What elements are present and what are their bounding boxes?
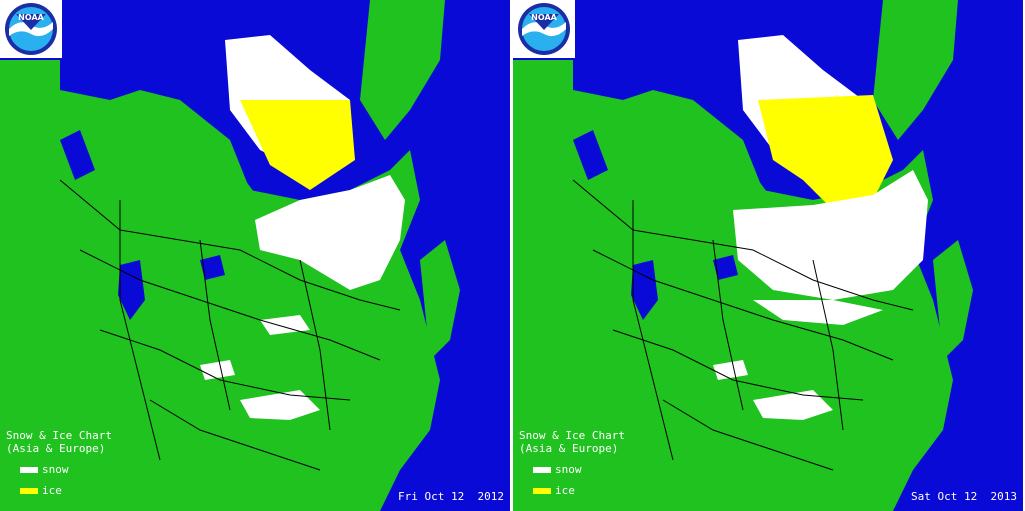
svg-text:NOAA: NOAA xyxy=(531,13,557,22)
legend: Snow & Ice Chart (Asia & Europe) snow ic… xyxy=(6,429,112,497)
map-2012 xyxy=(0,0,510,511)
noaa-logo: NOAA xyxy=(513,0,575,58)
noaa-logo-icon: NOAA xyxy=(5,3,57,55)
map-panel-2012: NOAA Snow & Ice Chart (Asia & Europe) sn… xyxy=(0,0,510,511)
legend-ice-label: ice xyxy=(42,484,62,497)
date-label-2012: Fri Oct 12 2012 xyxy=(398,490,504,503)
legend-subtitle: (Asia & Europe) xyxy=(6,442,106,455)
noaa-logo-icon: NOAA xyxy=(518,3,570,55)
legend-subtitle: (Asia & Europe) xyxy=(519,442,619,455)
legend: Snow & Ice Chart (Asia & Europe) snow ic… xyxy=(519,429,625,497)
legend-title: Snow & Ice Chart xyxy=(519,429,625,442)
legend-snow-label: snow xyxy=(555,463,582,476)
map-panel-2013: NOAA Snow & Ice Chart (Asia & Europe) sn… xyxy=(513,0,1023,511)
legend-title: Snow & Ice Chart xyxy=(6,429,112,442)
ice-swatch xyxy=(20,487,38,494)
date-label-2013: Sat Oct 12 2013 xyxy=(911,490,1017,503)
map-2013 xyxy=(513,0,1023,511)
legend-snow-label: snow xyxy=(42,463,69,476)
svg-text:NOAA: NOAA xyxy=(18,13,44,22)
legend-ice-row: ice xyxy=(6,484,112,497)
legend-snow-row: snow xyxy=(519,463,625,476)
legend-ice-row: ice xyxy=(519,484,625,497)
snow-swatch xyxy=(533,466,551,473)
panel-divider xyxy=(510,0,513,511)
ice-swatch xyxy=(533,487,551,494)
snow-swatch xyxy=(20,466,38,473)
legend-ice-label: ice xyxy=(555,484,575,497)
noaa-logo: NOAA xyxy=(0,0,62,58)
legend-snow-row: snow xyxy=(6,463,112,476)
